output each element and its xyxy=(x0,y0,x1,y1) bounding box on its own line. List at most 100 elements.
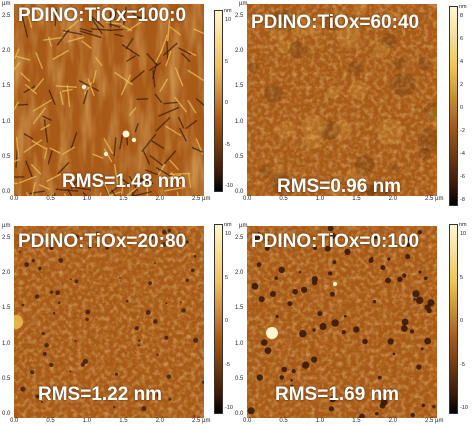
pit xyxy=(191,269,195,273)
y-tick-label: 0.5 xyxy=(235,154,243,160)
bright-particle xyxy=(123,131,130,138)
small-particle xyxy=(333,282,337,286)
pit xyxy=(70,278,72,280)
pit xyxy=(58,302,61,305)
colorbar-tick-label: 0 xyxy=(225,318,228,324)
hole xyxy=(418,270,421,273)
y-tick-label: 0.5 xyxy=(235,376,243,382)
hole xyxy=(388,338,394,344)
y-tick-label: 1.5 xyxy=(2,305,10,311)
x-tick-label: 0.0 xyxy=(243,196,251,202)
hole xyxy=(424,338,431,345)
hole xyxy=(301,287,307,293)
hole xyxy=(373,300,376,303)
pit xyxy=(38,266,42,270)
y-tick-label: 0.0 xyxy=(2,189,10,195)
hole xyxy=(279,375,284,380)
y-tick-label: 2.0 xyxy=(235,270,243,276)
pit xyxy=(53,312,56,315)
colorbar-tick-label: 0 xyxy=(460,318,463,324)
colorbar-tick-label: -8 xyxy=(460,197,465,203)
y-tick-label: 0.0 xyxy=(235,411,243,417)
colorbar-tick-label: -10 xyxy=(225,405,233,411)
hole xyxy=(380,265,385,270)
y-tick-label: 2.5 xyxy=(235,13,243,19)
hole xyxy=(276,315,279,318)
colorbar-tick-label: 10 xyxy=(225,231,231,237)
colorbar-tick-label: 10 xyxy=(460,231,466,237)
pit xyxy=(119,277,121,279)
hole xyxy=(299,330,307,338)
pit xyxy=(135,326,139,330)
pit xyxy=(194,415,196,417)
pit xyxy=(74,279,78,283)
hole xyxy=(311,356,317,362)
colorbar-tick-label: -10 xyxy=(225,183,233,189)
hole xyxy=(405,254,410,259)
colorbar-tick-label: -2 xyxy=(460,128,465,134)
hole xyxy=(259,296,265,302)
pit xyxy=(44,343,49,348)
pit xyxy=(81,363,85,367)
pit xyxy=(141,406,146,411)
hole xyxy=(401,325,408,332)
y-tick-label: 2.5 xyxy=(235,235,243,241)
hole xyxy=(393,353,396,356)
hole xyxy=(278,267,284,273)
hole xyxy=(257,374,263,380)
y-tick-label: 2.0 xyxy=(235,48,243,54)
grain xyxy=(348,61,363,76)
y-tick-label: 0.0 xyxy=(235,189,243,195)
pit xyxy=(30,370,34,374)
pit xyxy=(115,373,118,376)
hole xyxy=(413,298,416,301)
x-tick-label: 1.5 xyxy=(119,196,127,202)
colorbar-tick-label: 10 xyxy=(225,17,231,23)
x-tick-label: 0.0 xyxy=(10,418,18,424)
hole xyxy=(416,364,421,369)
pit xyxy=(180,301,182,303)
colorbar-tick-label: 4 xyxy=(460,59,463,65)
pit xyxy=(85,318,88,321)
grain xyxy=(349,80,368,99)
x-tick-label: 1.5 xyxy=(119,418,127,424)
pit xyxy=(86,310,91,315)
grain xyxy=(381,33,397,49)
hole xyxy=(378,376,382,380)
hole xyxy=(402,319,409,326)
hole xyxy=(274,276,278,280)
hole xyxy=(411,413,415,417)
panel-3-title: PDINO:TiOx=20:80 xyxy=(18,231,186,253)
colorbar-tick-label: 0 xyxy=(225,100,228,106)
pit xyxy=(69,370,71,372)
colorbar-tick-label: 5 xyxy=(225,275,228,281)
colorbar-tick-label: 8 xyxy=(460,13,463,19)
pit xyxy=(166,302,168,304)
grain xyxy=(301,115,326,140)
panel-1-rms: RMS=1.48 nm xyxy=(62,171,186,193)
pit xyxy=(42,332,45,335)
hole xyxy=(292,369,296,373)
x-tick-label: 0.0 xyxy=(243,418,251,424)
pit xyxy=(154,262,156,264)
x-tick-label: 2.5 µm xyxy=(425,196,443,202)
pit xyxy=(50,291,53,294)
x-tick-label: 1.5 xyxy=(352,196,360,202)
pit xyxy=(146,310,151,315)
hole xyxy=(302,362,309,369)
fiber xyxy=(167,42,168,61)
pit xyxy=(22,304,25,307)
hole xyxy=(281,367,287,373)
fiber xyxy=(111,29,123,30)
y-tick-label: 0.0 xyxy=(2,411,10,417)
panel-1-title: PDINO:TiOx=100:0 xyxy=(18,5,186,27)
pit xyxy=(43,352,47,356)
pit xyxy=(194,255,197,258)
hole xyxy=(270,291,276,297)
x-tick-label: 2.5 µm xyxy=(192,418,210,424)
y-tick-label: 1.0 xyxy=(235,341,243,347)
pit xyxy=(126,300,129,303)
colorbar-tick-label: -6 xyxy=(460,174,465,180)
y-tick-label: 1.0 xyxy=(2,341,10,347)
